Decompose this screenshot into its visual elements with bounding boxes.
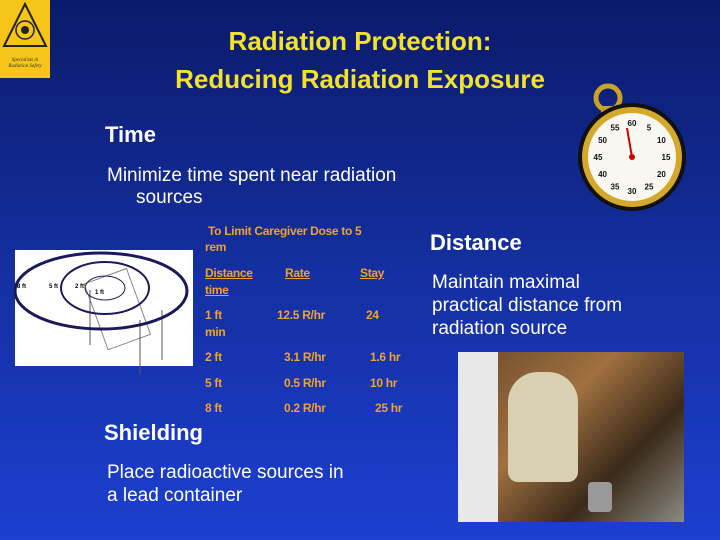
distance-text-1: Maintain maximal (432, 272, 580, 293)
distance-text-3: radiation source (432, 318, 568, 339)
stopwatch-number: 5 (647, 124, 652, 133)
stopwatch-number: 60 (628, 119, 637, 128)
label-2ft: 2 ft (75, 284, 84, 290)
shielding-text-2: a lead container (107, 485, 243, 506)
health-physics-society-logo: Specialists in Radiation Safety (0, 0, 50, 78)
row2-stay: 1.6 hr (370, 350, 401, 364)
time-heading: Time (105, 122, 156, 147)
row3-distance: 5 ft (205, 376, 222, 390)
stopwatch-number: 10 (657, 136, 666, 145)
label-8ft: 8 ft (17, 284, 26, 290)
stopwatch-number: 45 (594, 153, 603, 162)
shielding-text-1: Place radioactive sources in (107, 462, 344, 483)
stopwatch-number: 40 (598, 170, 607, 179)
header-rate: Rate (285, 266, 310, 280)
row3-stay: 10 hr (370, 376, 398, 390)
stopwatch-number: 15 (662, 153, 671, 162)
header-stay: Stay (360, 266, 385, 280)
row1-rate: 12.5 R/hr (277, 308, 325, 322)
stopwatch-number: 55 (611, 124, 620, 133)
shielding-photo (458, 352, 684, 522)
row2-distance: 2 ft (205, 350, 222, 364)
row2-rate: 3.1 R/hr (284, 350, 326, 364)
stopwatch-number: 50 (598, 136, 607, 145)
stopwatch-image: 60 5 10 15 20 25 30 35 40 45 50 55 (575, 80, 690, 215)
row1-stay: 24 (366, 308, 379, 322)
header-stay-wrap: time (205, 283, 229, 297)
time-text-1: Minimize time spent near radiation (107, 165, 397, 186)
header-distance: Distance (205, 266, 253, 280)
stopwatch-number: 20 (657, 170, 666, 179)
row4-distance: 8 ft (205, 401, 222, 415)
title-line-2: Reducing Radiation Exposure (175, 64, 545, 94)
row4-stay: 25 hr (375, 401, 403, 415)
distance-text-2: practical distance from (432, 295, 623, 316)
row4-rate: 0.2 R/hr (284, 401, 326, 415)
row1-distance: 1 ft (205, 308, 222, 322)
time-text-2: sources (136, 187, 203, 208)
label-1ft: 1 ft (95, 290, 104, 296)
title-line-1: Radiation Protection: (228, 26, 492, 56)
logo-tagline: Specialists in Radiation Safety (8, 58, 42, 69)
stopwatch-number: 35 (611, 182, 620, 191)
table-caption-2: rem (205, 240, 227, 254)
shielding-heading: Shielding (104, 420, 203, 445)
label-5ft: 5 ft (49, 284, 58, 290)
stopwatch-number: 30 (628, 187, 637, 196)
stopwatch-number: 25 (645, 182, 654, 191)
row3-rate: 0.5 R/hr (284, 376, 326, 390)
table-caption-1: To Limit Caregiver Dose to 5 (208, 224, 362, 238)
bed-distance-diagram: 8 ft 5 ft 2 ft 1 ft (13, 250, 193, 375)
row1-stay-wrap: min (205, 325, 226, 339)
distance-heading: Distance (430, 230, 522, 255)
